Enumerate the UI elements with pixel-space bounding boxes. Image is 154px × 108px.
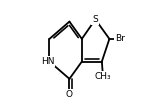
Text: CH₃: CH₃ — [95, 72, 111, 81]
Text: S: S — [93, 15, 98, 24]
Text: Br: Br — [116, 34, 125, 43]
Text: HN: HN — [41, 57, 54, 66]
Text: O: O — [66, 90, 73, 99]
